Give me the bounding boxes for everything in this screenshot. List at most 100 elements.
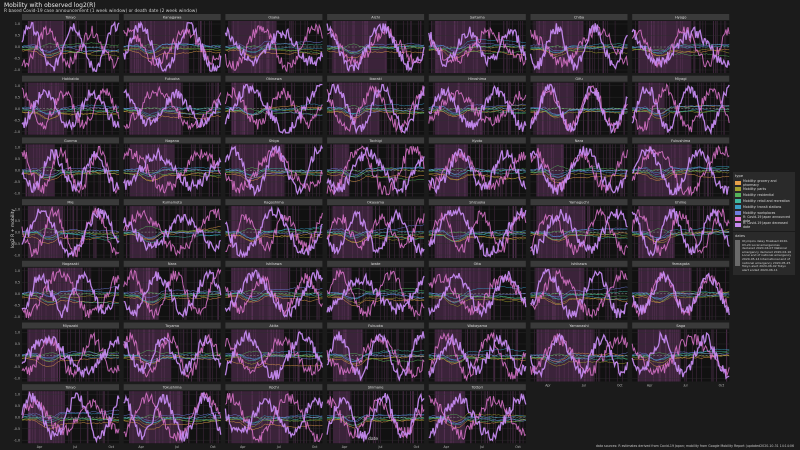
legend-swatch (735, 181, 741, 185)
series-line (327, 167, 425, 175)
series-line (225, 46, 323, 53)
series-line (631, 83, 730, 133)
series-line (21, 146, 120, 194)
series-line (123, 147, 222, 194)
facet-panel: Mie 1.0 0.5 0.0 -0.5 -1.0 (14, 199, 120, 259)
facet-label: Yamanashi (569, 324, 588, 328)
facet-label: Akita (269, 324, 278, 328)
y-tick-label: 0.5 (15, 219, 20, 223)
series-line (224, 205, 323, 259)
legend-swatch (735, 193, 741, 197)
series-line (530, 147, 628, 194)
x-tick-label: Oct (515, 445, 521, 449)
series-line (428, 49, 526, 59)
legend-label: Mobility: retail and recreation (743, 199, 790, 203)
series-line (530, 292, 628, 298)
series-line (632, 107, 730, 113)
series-line (21, 409, 120, 419)
facet-strip (327, 384, 425, 391)
facet-panel: Nara (123, 260, 222, 320)
series-line (327, 42, 425, 53)
facet-panel: Yamaguchi (530, 199, 628, 259)
series-line (632, 146, 730, 196)
facet-panel: Ishikawa (224, 260, 323, 320)
facet-label: Wakayama (467, 324, 487, 328)
chart-title: Mobility with observed log2(R) (4, 2, 96, 9)
facet-strip (327, 137, 425, 144)
series-line (225, 106, 323, 116)
facet-label: Fukuoka (165, 77, 180, 81)
facet-strip (428, 75, 526, 82)
facet-strip (632, 137, 730, 144)
series-line (22, 417, 120, 426)
events-legend-text: Olympics delay finalised 2020-03-24 Loca… (742, 239, 792, 272)
facet-label: Chiba (574, 15, 584, 19)
y-tick-label: 0.5 (15, 404, 20, 408)
y-tick-label: 0.0 (15, 107, 20, 111)
facet-strip (428, 260, 526, 267)
facet-strip (22, 14, 119, 20)
facet-strip (225, 14, 323, 20)
series-line (21, 170, 120, 179)
facet-panel: Yamagata (631, 260, 730, 320)
series-line (21, 104, 120, 114)
facet-label: Saitama (470, 15, 485, 19)
legend-items: Mobility: grocery and pharmacy Mobility: … (735, 179, 793, 229)
x-tick-label: Jul (276, 445, 281, 449)
series-line (21, 207, 120, 259)
legend-swatch (735, 205, 741, 209)
series-line (428, 393, 527, 442)
x-tick-label: Apr (342, 445, 348, 449)
series-line (428, 89, 527, 127)
events-swatch (735, 240, 740, 266)
facet-label: Tottori (471, 386, 483, 390)
facet-strip (428, 322, 526, 329)
series-line (21, 331, 120, 379)
series-line (21, 268, 120, 318)
facet-panel: Toyama (123, 322, 222, 382)
y-tick-label: -1.0 (14, 377, 20, 381)
facet-panel: Nara (529, 137, 628, 197)
y-tick-label: -1.0 (14, 68, 20, 72)
series-line (21, 104, 120, 116)
facet-label: Kumamoto (162, 201, 181, 205)
series-line (123, 289, 221, 298)
series-line (123, 88, 222, 128)
series-line (123, 332, 222, 380)
series-line (530, 353, 628, 359)
facet-panel: Wakayama (428, 322, 527, 382)
series-line (631, 208, 730, 257)
facet-panel: Tokushima Apr Jul Oct (123, 384, 222, 449)
legend: type Mobility: grocery and pharmacy Mobil… (733, 172, 795, 231)
series-line (225, 393, 323, 444)
y-tick-label: 0.5 (15, 157, 20, 161)
series-line (530, 24, 628, 69)
series-line (225, 45, 323, 55)
y-tick-label: -1.0 (14, 192, 20, 196)
series-line (326, 26, 425, 67)
facet-label: Fukushima (671, 139, 690, 143)
series-line (123, 213, 222, 253)
facet-panel: Chiba (529, 14, 628, 73)
facet-panel: Osaka (224, 14, 324, 73)
facet-label: Aichi (371, 15, 380, 19)
series-line (123, 411, 221, 422)
facet-label: Iwate (371, 262, 382, 266)
series-line (428, 85, 527, 132)
facet-label: Tokyo (64, 15, 75, 19)
facet-strip (22, 199, 119, 206)
series-line (529, 83, 628, 135)
x-tick-label: Jul (72, 445, 77, 449)
facet-strip (327, 322, 425, 329)
series-line (225, 359, 323, 369)
facet-strip (530, 199, 628, 206)
y-tick-label: 0.5 (15, 95, 20, 99)
facet-label: Oita (474, 262, 481, 266)
series-line (327, 418, 425, 426)
facet-label: Hokkaido (62, 77, 79, 81)
series-line (632, 104, 730, 115)
facet-strip (22, 137, 119, 144)
y-tick-label: -0.5 (14, 242, 20, 246)
x-tick-label: Apr (37, 445, 43, 449)
legend-item: Mobility: grocery and pharmacy (735, 179, 793, 187)
